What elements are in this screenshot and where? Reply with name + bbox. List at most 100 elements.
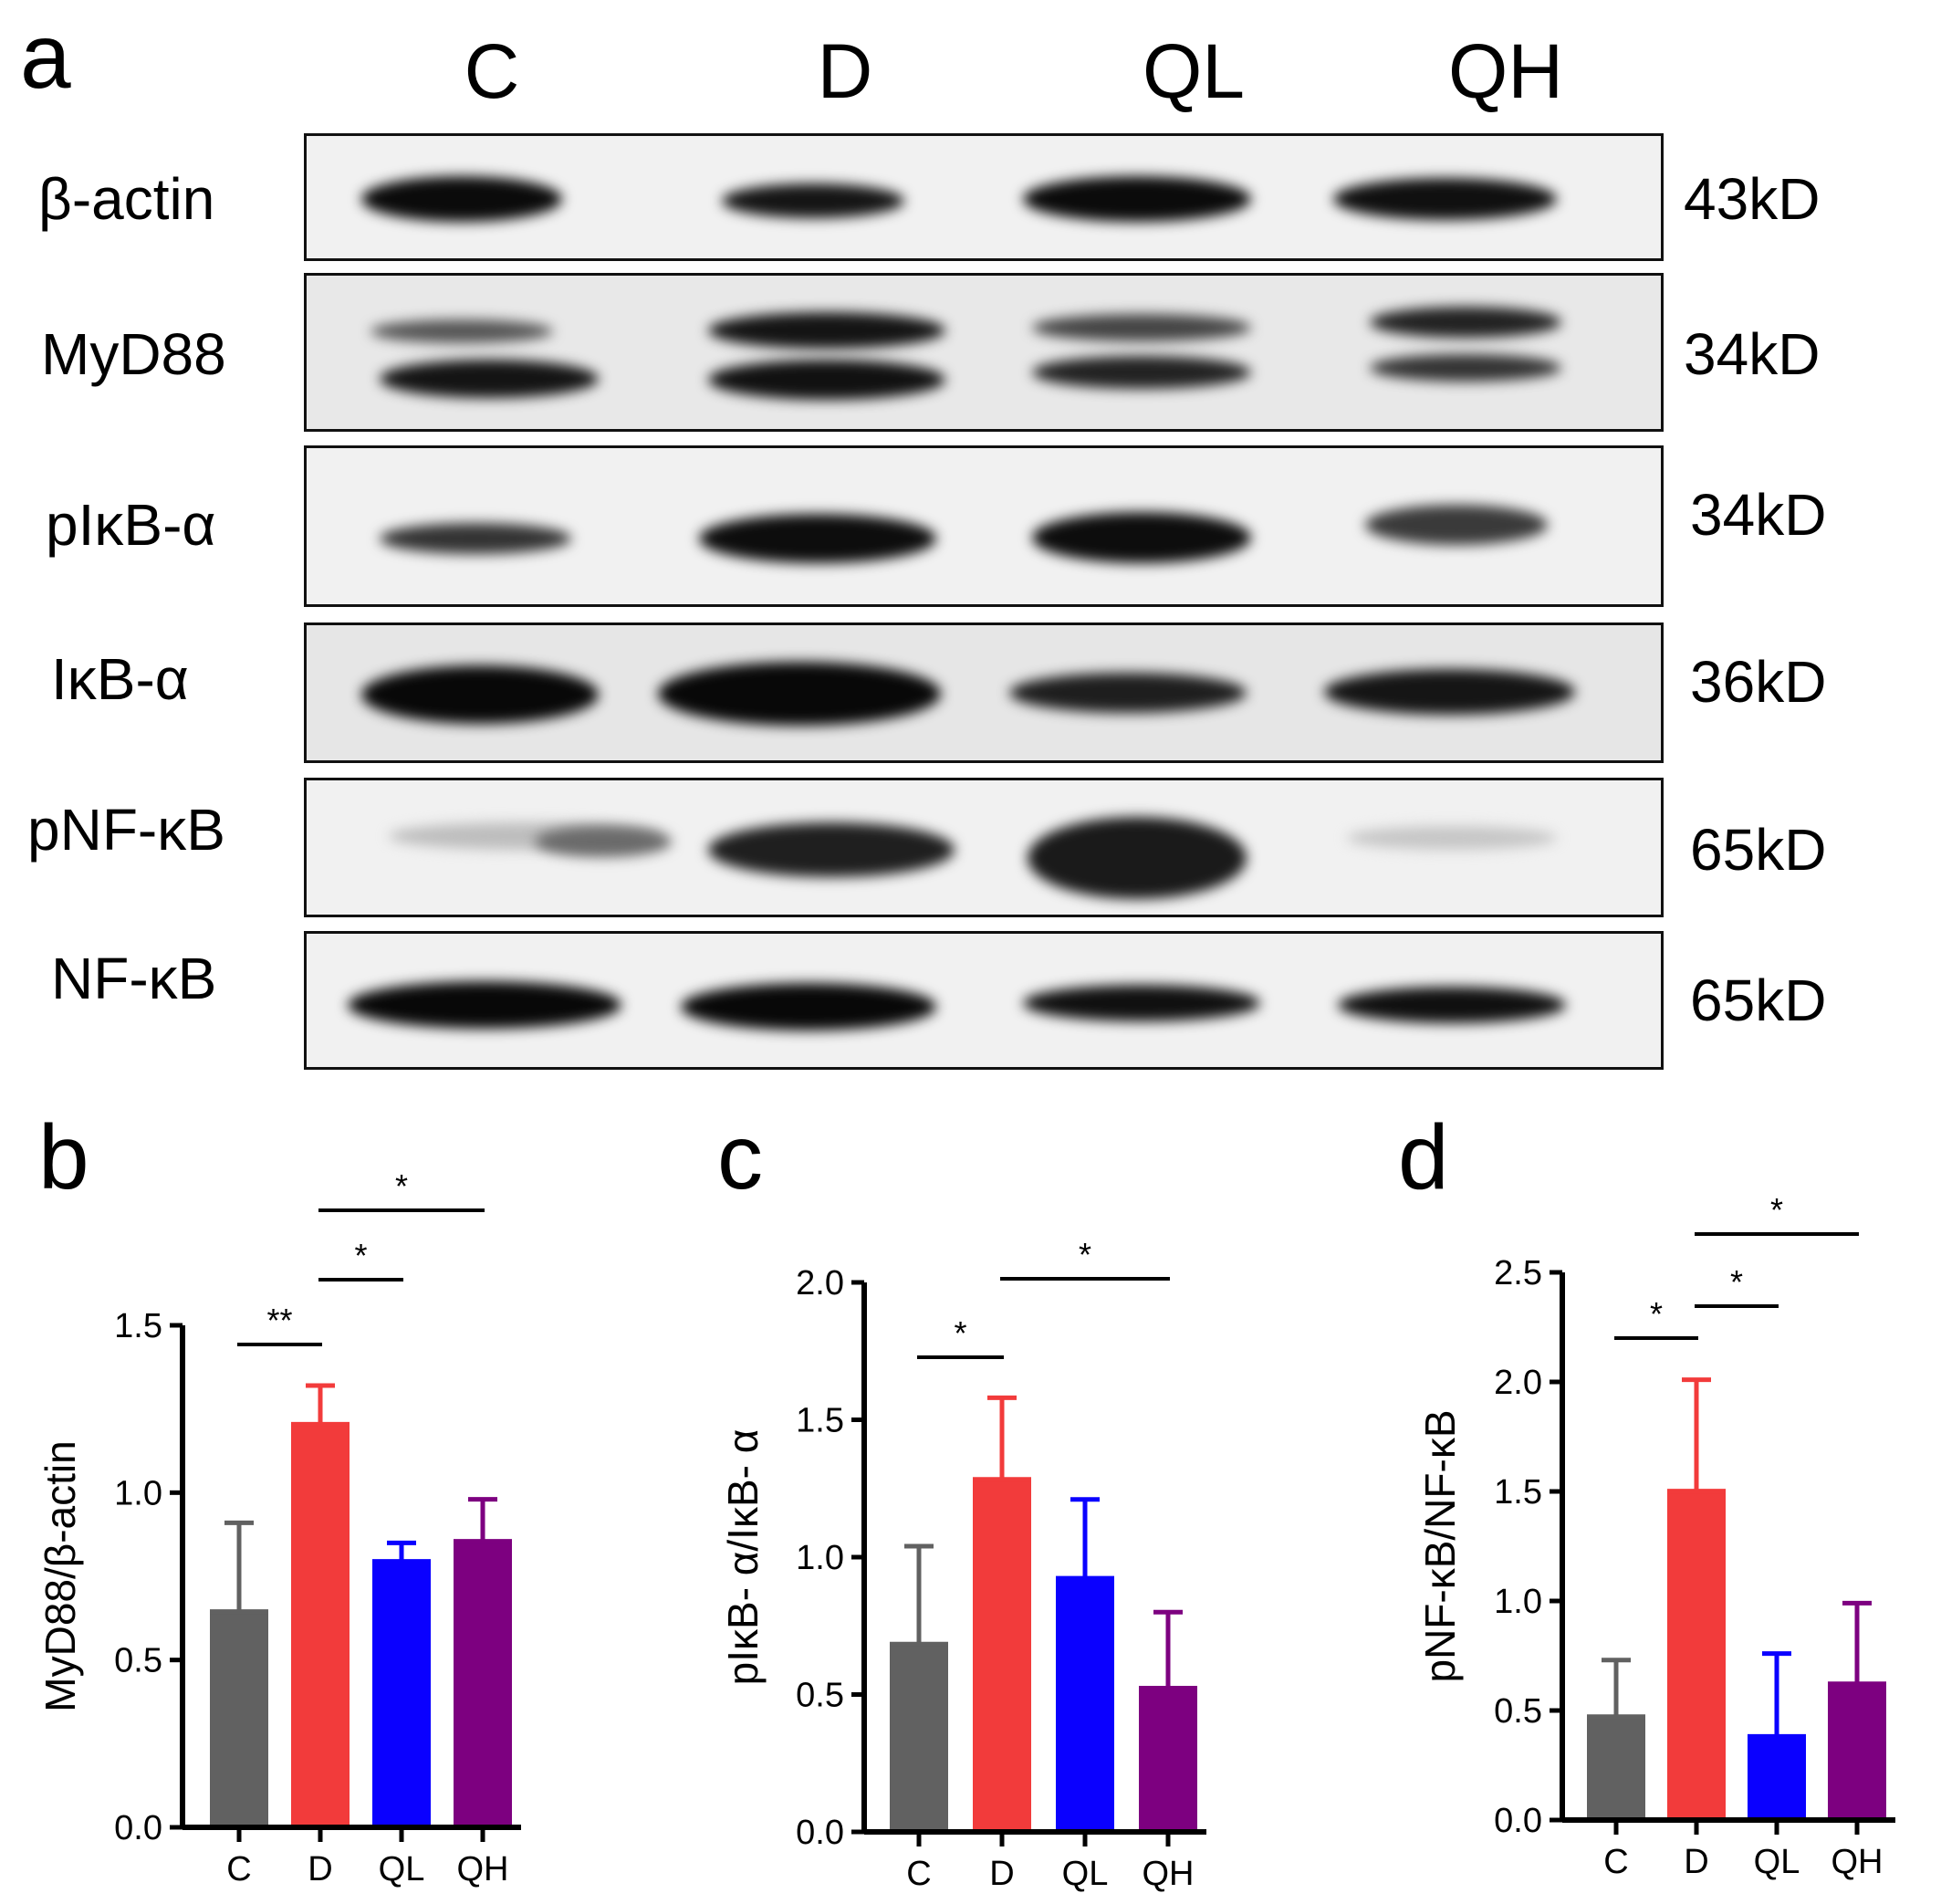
x-tick-label: QH: [457, 1850, 509, 1888]
blot-pnf-kb: [304, 778, 1664, 917]
band: [1023, 176, 1251, 222]
x-tick-label: C: [906, 1855, 931, 1893]
panel-b-letter: b: [38, 1106, 89, 1208]
x-tick-label: C: [226, 1850, 251, 1888]
bar-ql: [372, 1559, 431, 1827]
y-tick-label: 0.0: [114, 1809, 162, 1847]
band: [658, 662, 941, 726]
band: [1338, 987, 1566, 1023]
band: [708, 360, 945, 400]
y-tick-label: 1.5: [1494, 1473, 1542, 1512]
bar-ql: [1056, 1576, 1114, 1832]
blot-label-myd88: MyD88: [41, 321, 226, 387]
y-tick-label: 2.0: [1494, 1364, 1542, 1402]
blot-ikb-alpha: [304, 622, 1664, 763]
band: [1009, 673, 1247, 713]
kd-label-ikb-alpha: 36kD: [1690, 649, 1827, 715]
significance-label: *: [395, 1167, 408, 1205]
x-tick-label: QH: [1831, 1843, 1884, 1881]
x-tick-label: C: [1603, 1843, 1628, 1881]
band: [1333, 178, 1557, 220]
band: [1365, 505, 1548, 545]
lane-label-ql: QL: [1142, 28, 1246, 114]
y-tick-label: 1.5: [114, 1307, 162, 1345]
band: [1032, 356, 1251, 389]
kd-label-beta-actin: 43kD: [1684, 166, 1821, 232]
y-axis-label: MyD88/β-actin: [37, 1440, 84, 1711]
band: [348, 981, 621, 1029]
significance-label: *: [354, 1237, 367, 1274]
x-tick-label: D: [1684, 1843, 1708, 1881]
lane-label-qh: QH: [1448, 28, 1563, 114]
band: [1370, 307, 1561, 338]
bar-c: [210, 1609, 268, 1827]
band: [708, 312, 945, 349]
band: [1032, 512, 1251, 563]
significance-label: *: [1730, 1263, 1743, 1301]
y-tick-label: 0.0: [796, 1814, 844, 1852]
blot-myd88: [304, 273, 1664, 432]
band: [681, 983, 936, 1030]
band: [1324, 669, 1575, 715]
blot-pikb-alpha: [304, 445, 1664, 607]
blot-label-ikb-alpha: IκB-α: [51, 646, 189, 712]
y-axis-label: pIκB- α/IκB- α: [719, 1429, 767, 1686]
band: [1028, 817, 1247, 899]
lane-label-c: C: [464, 28, 520, 114]
bar-qh: [1139, 1686, 1197, 1832]
panel-a-letter: a: [20, 5, 71, 108]
blot-label-beta-actin: β-actin: [38, 166, 215, 232]
blot-label-pnf-kb: pNF-κB: [27, 797, 225, 863]
significance-label: *: [954, 1314, 966, 1352]
y-tick-label: 0.5: [796, 1677, 844, 1715]
x-tick-label: D: [308, 1850, 332, 1888]
blot-label-nf-kb: NF-κB: [51, 946, 217, 1011]
kd-label-nf-kb: 65kD: [1690, 968, 1827, 1033]
band: [708, 822, 955, 877]
kd-label-pikb-alpha: 34kD: [1690, 482, 1827, 548]
y-tick-label: 1.0: [1494, 1583, 1542, 1621]
band: [361, 665, 599, 724]
bar-qh: [454, 1539, 512, 1827]
y-tick-label: 0.5: [114, 1642, 162, 1680]
significance-label: *: [1770, 1191, 1783, 1229]
chart-c: 0.0 0.5 1.0 1.5 2.0 C D QL QH pIκB- α/IκB- α * *: [719, 1236, 1206, 1893]
y-tick-label: 0.5: [1494, 1692, 1542, 1731]
band: [1370, 354, 1561, 382]
x-tick-label: QL: [1754, 1843, 1800, 1881]
band: [1347, 826, 1557, 850]
x-tick-label: D: [989, 1855, 1014, 1893]
y-tick-label: 1.5: [796, 1402, 844, 1440]
band: [699, 514, 936, 563]
lane-label-d: D: [817, 28, 873, 114]
y-tick-label: 2.0: [796, 1264, 844, 1302]
kd-label-myd88: 34kD: [1684, 321, 1821, 387]
band: [370, 319, 553, 343]
blot-label-pikb-alpha: pIκB-α: [46, 492, 216, 558]
bar-c: [890, 1642, 948, 1832]
band: [1032, 314, 1251, 341]
significance-label: *: [1650, 1295, 1663, 1333]
blot-beta-actin: [304, 133, 1664, 261]
bar-d: [291, 1422, 350, 1827]
y-tick-label: 1.0: [796, 1539, 844, 1577]
band: [1023, 985, 1260, 1021]
bar-ql: [1748, 1734, 1806, 1820]
y-axis-label: pNF-κB/NF-κB: [1416, 1410, 1464, 1683]
panel-c-letter: c: [717, 1106, 763, 1208]
x-tick-label: QH: [1143, 1855, 1195, 1893]
bar-d: [1667, 1489, 1726, 1820]
significance-label: *: [1079, 1236, 1091, 1273]
significance-label: **: [266, 1302, 292, 1339]
blot-nf-kb: [304, 931, 1664, 1070]
kd-label-pnf-kb: 65kD: [1690, 817, 1827, 883]
band: [535, 826, 672, 857]
y-tick-label: 1.0: [114, 1474, 162, 1512]
band: [380, 360, 599, 398]
y-tick-label: 2.5: [1494, 1254, 1542, 1292]
band: [722, 183, 904, 218]
panel-d-letter: d: [1398, 1106, 1449, 1208]
x-tick-label: QL: [379, 1850, 425, 1888]
